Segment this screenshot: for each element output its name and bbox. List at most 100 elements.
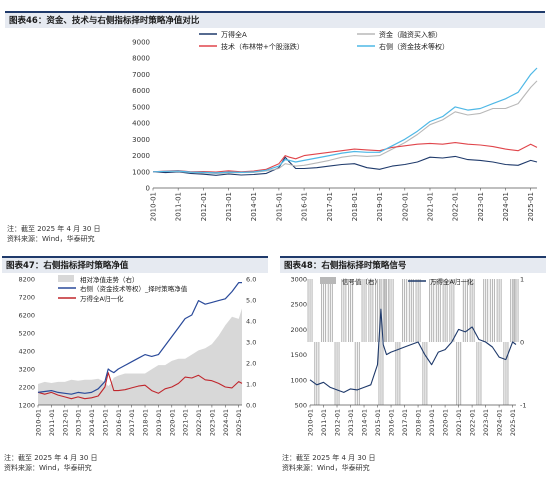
signal-bar xyxy=(334,342,336,405)
x-tick-label: 2021-01 xyxy=(426,192,434,221)
signal-bar xyxy=(348,279,350,342)
y-tick-label: 4000 xyxy=(132,120,150,128)
x-tick-label: 2012-01 xyxy=(334,409,342,436)
x-tick-label: 2013-01 xyxy=(75,409,83,436)
signal-bar xyxy=(380,342,382,405)
signal-bar xyxy=(321,279,323,342)
x-tick-label: 2023-01 xyxy=(482,409,490,436)
signal-bar xyxy=(325,279,327,342)
top-panel-source: 资料来源：Wind，华泰研究 xyxy=(7,235,95,243)
signal-bar xyxy=(336,342,338,405)
x-tick-label: 2025-01 xyxy=(509,409,517,436)
signal-bar xyxy=(378,342,380,405)
y-tick-label: 5200 xyxy=(18,330,35,338)
y-tick-label: 2000 xyxy=(132,152,150,160)
x-tick-label: 2025-01 xyxy=(235,409,243,436)
y-tick-label: 7200 xyxy=(18,294,35,302)
x-tick-label: 2021-01 xyxy=(455,409,463,436)
y2-tick-label: 5.0 xyxy=(246,297,256,305)
x-tick-label: 2010-01 xyxy=(150,192,158,221)
y-tick-label: 1200 xyxy=(18,402,35,410)
x-tick-label: 2014-01 xyxy=(361,409,369,436)
signal-bar xyxy=(318,342,320,405)
x-tick-label: 2023-01 xyxy=(477,192,485,221)
signal-bar xyxy=(512,279,514,342)
signal-bar xyxy=(510,279,512,342)
y-tick-label: 4200 xyxy=(18,348,35,356)
right-chart: 500 1000 1500 2000 2500 3000 -1 0 1 2010-01 2011-0… xyxy=(290,276,526,437)
signal-bar xyxy=(316,342,318,405)
x-tick-label: 2012-01 xyxy=(61,409,69,436)
signal-bar xyxy=(377,279,379,342)
signal-bar xyxy=(327,279,329,342)
signal-bar xyxy=(329,279,331,342)
signal-bar xyxy=(350,279,352,342)
y-tick-label: 1000 xyxy=(132,168,150,176)
signal-bar xyxy=(412,279,414,342)
signal-bar xyxy=(354,342,356,405)
signal-bar xyxy=(500,279,502,342)
legend-label: 信号值（右） xyxy=(342,277,381,286)
legend-label: 资金（融资买入额） xyxy=(379,30,442,39)
signal-bar xyxy=(469,279,471,342)
x-tick-label: 2022-01 xyxy=(195,409,203,436)
y-tick-label: 8000 xyxy=(132,55,150,63)
signal-bar xyxy=(395,342,397,405)
signal-bar xyxy=(491,279,494,342)
signal-bar xyxy=(462,279,464,342)
signal-bar xyxy=(384,279,386,342)
signal-bar xyxy=(453,279,455,342)
signal-bar xyxy=(514,279,516,342)
signal-bar xyxy=(358,342,360,405)
y-tick-label: 2200 xyxy=(18,384,35,392)
signal-bar xyxy=(473,279,475,342)
x-tick-label: 2010-01 xyxy=(307,409,315,436)
y-tick-label: 2000 xyxy=(290,326,307,334)
signal-bar xyxy=(386,279,388,342)
signal-bar xyxy=(449,279,451,342)
y2-tick-label: 0 xyxy=(520,339,524,347)
signal-bar xyxy=(352,279,354,342)
x-tick-label: 2017-01 xyxy=(128,409,136,436)
x-tick-label: 2018-01 xyxy=(142,409,150,436)
x-tick-label: 2019-01 xyxy=(376,192,384,221)
signal-bar xyxy=(442,279,444,342)
signal-bar xyxy=(331,279,333,342)
signal-bar xyxy=(431,279,433,342)
signal-bar xyxy=(487,279,489,342)
signal-bar xyxy=(410,279,412,342)
x-tick-label: 2018-01 xyxy=(351,192,359,221)
signal-bar xyxy=(460,342,462,405)
x-tick-label: 2014-01 xyxy=(250,192,258,221)
signal-bar xyxy=(464,279,466,342)
signal-bar xyxy=(515,279,517,342)
signal-bar xyxy=(478,342,480,405)
signal-bar xyxy=(456,342,458,405)
y-tick-label: 1000 xyxy=(290,376,307,384)
signal-bar xyxy=(311,279,313,342)
signal-bar xyxy=(356,342,358,405)
x-tick-label: 2010-01 xyxy=(35,409,43,436)
x-tick-label: 2013-01 xyxy=(347,409,355,436)
signal-bar xyxy=(483,279,485,342)
x-tick-label: 2013-01 xyxy=(225,192,233,221)
signal-bar xyxy=(417,279,419,342)
signal-bar xyxy=(345,279,347,342)
x-tick-label: 2020-01 xyxy=(401,192,409,221)
x-tick-label: 2011-01 xyxy=(320,409,328,436)
signal-bar xyxy=(372,279,374,342)
signal-bar xyxy=(451,279,453,342)
signal-bar xyxy=(471,279,473,342)
y-tick-label: 3200 xyxy=(18,366,35,374)
signal-bar xyxy=(368,279,370,342)
x-tick-label: 2024-01 xyxy=(496,409,504,436)
signal-bar xyxy=(419,279,421,342)
signal-bar xyxy=(493,279,496,342)
top-panel-title: 图表46：资金、技术与右侧指标择时策略净值对比 xyxy=(5,11,545,28)
y2-tick-label: 1.0 xyxy=(246,381,256,389)
left-chart: 1200 2200 3200 4200 5200 6200 7200 8200 0.0 1.0 2.… xyxy=(18,275,256,436)
signal-bar xyxy=(341,279,343,342)
signal-bar xyxy=(361,279,363,342)
y-tick-label: 2500 xyxy=(290,301,307,309)
signal-bar xyxy=(435,279,437,342)
